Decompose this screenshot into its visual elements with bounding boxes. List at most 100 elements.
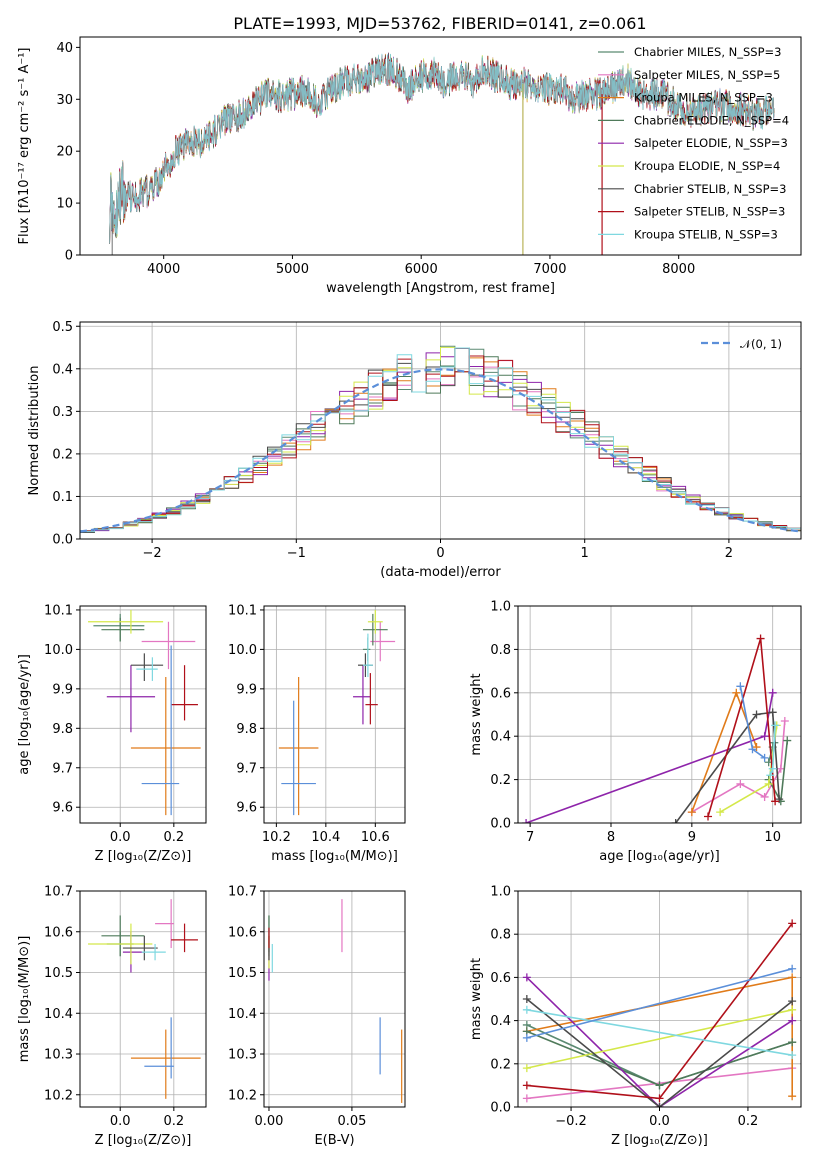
weight-line-salpeter_elodie: [526, 976, 793, 1107]
weight-marker-salpeter_elodie: [522, 973, 531, 982]
y-tick-label: 10.4: [228, 1007, 257, 1022]
weight-marker-chabrier_stelib: [655, 1103, 664, 1107]
x-axis-label: wavelength [Angstrom, rest frame]: [326, 281, 555, 296]
x-axis-label: Z [log₁₀(Z/Z⊙)]: [611, 1133, 708, 1148]
y-tick-label: 9.8: [236, 722, 257, 737]
y-tick-label: 9.8: [52, 722, 73, 737]
axes-frame: [517, 605, 802, 824]
x-tick-label: 10: [764, 830, 781, 845]
weight-marker-kroupa_stelib: [522, 1005, 531, 1014]
weight-marker-kroupa_elodie: [716, 808, 725, 817]
weight-line-kroupa_stelib: [526, 1009, 793, 1056]
legend-entry: Salpeter MILES, N_SSP=5: [634, 68, 780, 82]
weight-marker-salpeter_elodie: [788, 1016, 797, 1025]
age-vs-mass-panel: 10.2 10.4 10.6 9.6 9.7 9.8 9.9 10.0 10.1 mass [lo…: [228, 603, 406, 864]
weight-marker-extra_blue: [522, 1033, 531, 1042]
legend-entry: Salpeter STELIB, N_SSP=3: [634, 205, 785, 219]
weight-marker-chabrier_elodie: [783, 736, 792, 745]
weight-marker-salpeter_elodie: [760, 732, 769, 741]
axes-frame: [79, 36, 802, 256]
x-axis-label: mass [log₁₀(M/M⊙)]: [271, 849, 398, 864]
legend-entry: Salpeter ELODIE, N_SSP=3: [634, 136, 788, 150]
y-tick-label: 0.4: [52, 362, 73, 377]
weight-marker-salpeter_stelib: [771, 797, 780, 806]
axes-frame: [263, 890, 406, 1108]
weight-marker-salpeter_miles: [760, 792, 769, 801]
y-tick-label: 10.6: [228, 925, 257, 940]
x-tick-label: 2: [725, 546, 733, 561]
weight-marker-kroupa_miles: [752, 743, 761, 752]
x-tick-label: 8000: [662, 262, 695, 277]
y-tick-label: 1.0: [490, 600, 511, 615]
x-tick-label: 0.2: [738, 1114, 759, 1129]
axes-frame: [79, 890, 207, 1108]
weight-line-chabrier_stelib: [675, 711, 780, 823]
weight-marker-chabrier_stelib: [788, 997, 797, 1006]
y-tick-label: 10.3: [44, 1048, 73, 1063]
weight-marker-chabrier_stelib: [775, 795, 784, 804]
y-tick-label: 10.6: [44, 925, 73, 940]
y-tick-label: 10.3: [228, 1048, 257, 1063]
x-tick-label: −2: [143, 546, 162, 561]
x-tick-label: 0.00: [254, 1114, 283, 1129]
weight-marker-kroupa_stelib: [768, 764, 777, 773]
weight-marker-extra_blue: [736, 682, 745, 691]
weight-line-salpeter_stelib: [707, 638, 776, 817]
y-tick-label: 0.2: [52, 447, 73, 462]
plot-area: [264, 891, 405, 1107]
mass-vs-extinction-panel: 0.00 0.05 10.2 10.3 10.4 10.5 10.6 10.7 E(B-V): [228, 885, 406, 1148]
y-tick-label: 10.4: [44, 1007, 73, 1022]
weight-marker-kroupa_stelib: [788, 1051, 797, 1060]
y-tick-label: 10.0: [228, 643, 257, 658]
axes-frame: [79, 605, 207, 824]
weight-marker-chabrier_stelib: [671, 819, 680, 823]
x-tick-label: 7: [526, 830, 534, 845]
weight-marker-salpeter_miles: [736, 779, 745, 788]
x-tick-label: 9: [688, 830, 696, 845]
weight-marker-chabrier_elodie: [655, 1081, 664, 1090]
y-tick-label: 9.9: [52, 682, 73, 697]
weight-marker-salpeter_stelib: [788, 919, 797, 928]
y-axis-label: mass weight: [469, 673, 484, 755]
x-axis-label: age [log₁₀(age/yr)]: [599, 849, 720, 864]
axes-frame: [517, 890, 802, 1108]
plot-area: [80, 891, 206, 1107]
x-tick-label: 0.2: [163, 1114, 184, 1129]
x-tick-label: 10.4: [311, 830, 340, 845]
y-tick-label: 0.8: [490, 928, 511, 943]
y-tick-label: 9.7: [52, 761, 73, 776]
x-axis-label: Z [log₁₀(Z/Z⊙)]: [95, 1133, 192, 1148]
weight-line-kroupa_elodie: [526, 1009, 793, 1069]
weight-marker-kroupa_elodie: [522, 1064, 531, 1073]
y-tick-label: 10.5: [44, 966, 73, 981]
weight-marker-kroupa_miles: [732, 688, 741, 697]
plot-area: [518, 606, 801, 823]
x-tick-label: 7000: [533, 262, 566, 277]
y-tick-label: 0.6: [490, 971, 511, 986]
y-tick-label: 0: [65, 249, 73, 264]
weight-marker-chabrier_stelib: [752, 710, 761, 719]
x-tick-label: 8: [607, 830, 615, 845]
weight-marker-chabrier_elodie: [788, 1038, 797, 1047]
legend: Chabrier MILES, N_SSP=3 Salpeter MILES, N…: [598, 45, 789, 241]
x-tick-label: 0.2: [163, 830, 184, 845]
y-tick-label: 9.6: [52, 801, 73, 816]
age-vs-metallicity-panel: 0.0 0.2 9.6 9.7 9.8 9.9 10.0 10.1 Z [log₁₀(Z/Z⊙)…: [17, 603, 207, 864]
plot-area: [518, 891, 801, 1107]
y-tick-label: 10.1: [44, 603, 73, 618]
legend-entry: Chabrier MILES, N_SSP=3: [634, 45, 781, 59]
weight-marker-salpeter_stelib: [756, 634, 765, 643]
x-tick-label: 10.2: [262, 830, 291, 845]
weight-marker-chabrier_stelib: [522, 995, 531, 1003]
y-tick-label: 10.1: [228, 603, 257, 618]
y-tick-label: 0.4: [490, 1014, 511, 1029]
legend-entry: Kroupa ELODIE, N_SSP=4: [634, 159, 780, 173]
y-tick-label: 0.4: [490, 730, 511, 745]
weight-marker-kroupa_elodie: [764, 779, 773, 788]
x-tick-label: 0.0: [649, 1114, 670, 1129]
legend: 𝒩(0, 1): [701, 337, 782, 351]
x-tick-label: 5000: [276, 262, 309, 277]
x-tick-label: 0: [436, 546, 444, 561]
weight-marker-salpeter_stelib: [522, 1081, 531, 1090]
weight-line-kroupa_elodie: [719, 725, 778, 813]
